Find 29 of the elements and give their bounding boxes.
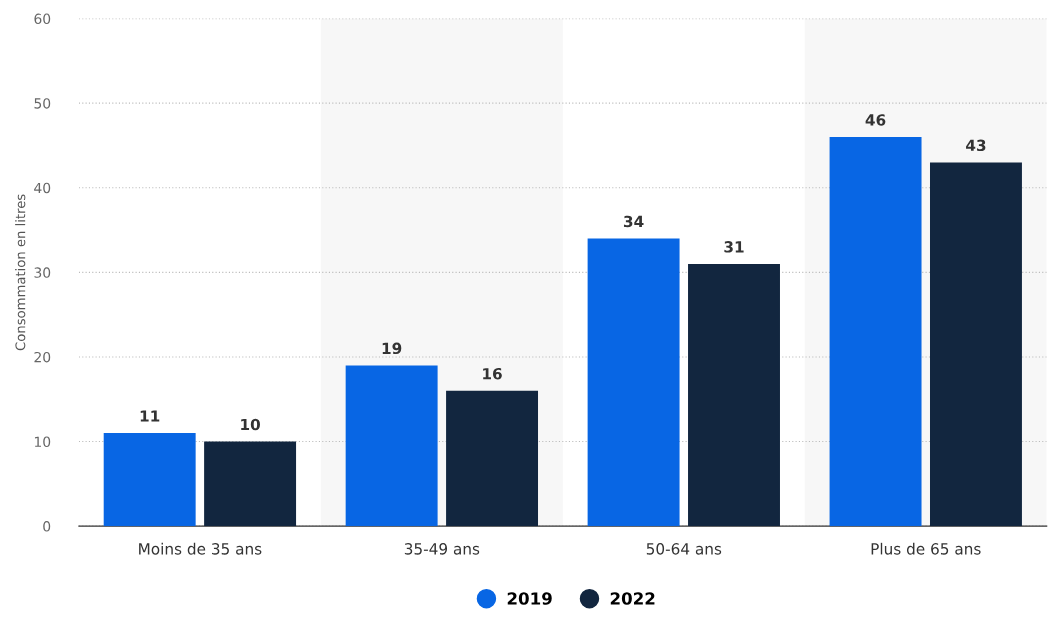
y-tick-label: 40 [34, 182, 51, 194]
bar [345, 365, 438, 527]
y-tick-label: 20 [34, 351, 51, 363]
bar [103, 433, 196, 527]
x-tick-label: 35-49 ans [404, 543, 480, 555]
data-label: 34 [623, 215, 644, 228]
bar [587, 238, 680, 527]
data-label: 16 [483, 367, 502, 380]
x-tick-label: Moins de 35 ans [139, 542, 262, 555]
bar [929, 162, 1022, 527]
y-tick-label: 50 [34, 98, 51, 109]
bar [688, 263, 780, 527]
data-label: 46 [865, 114, 886, 126]
x-tick-label: 50-64 ans [646, 543, 722, 555]
data-label: 43 [966, 139, 986, 152]
y-tick-label: 30 [34, 267, 51, 278]
data-label: 31 [724, 241, 744, 253]
x-tick-label: Plus de 65 ans [871, 542, 981, 555]
data-label: 19 [382, 342, 402, 355]
y-tick-label: 0 [43, 521, 51, 532]
legend-label: 2022 [610, 592, 655, 605]
y-tick-label: 60 [34, 13, 51, 25]
data-label: 10 [241, 418, 260, 431]
bar [446, 390, 539, 527]
y-axis-title: Consommation en litres [15, 194, 26, 351]
data-label: 11 [140, 410, 160, 422]
bar [204, 441, 297, 527]
legend-label: 2019 [507, 592, 552, 605]
y-tick-label: 10 [34, 436, 51, 448]
